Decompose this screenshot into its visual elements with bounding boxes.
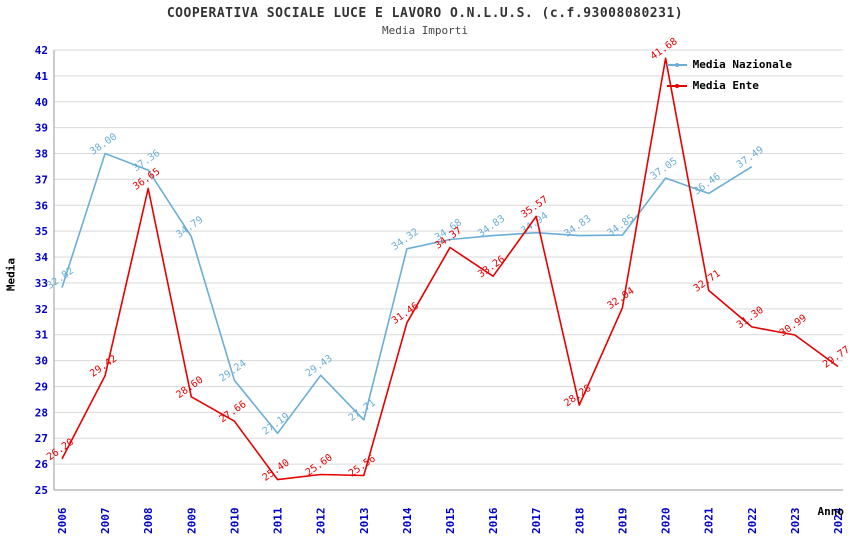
legend-swatch-nazionale xyxy=(666,62,687,67)
x-tick-label: 2013 xyxy=(358,508,371,535)
data-label: 32.71 xyxy=(692,268,723,294)
x-tick-label: 2015 xyxy=(444,508,457,535)
data-label: 32.04 xyxy=(606,286,637,312)
y-tick-label: 27 xyxy=(35,432,48,445)
legend-label-ente: Media Ente xyxy=(692,79,759,92)
y-tick-label: 35 xyxy=(35,225,48,238)
x-tick-label: 2020 xyxy=(660,508,673,535)
x-tick-label: 2012 xyxy=(315,508,328,535)
y-tick-label: 42 xyxy=(35,44,48,57)
x-tick-label: 2007 xyxy=(99,508,112,535)
x-tick-label: 2018 xyxy=(573,508,586,535)
data-label: 29.43 xyxy=(304,353,335,379)
legend-item-nazionale: Media Nazionale xyxy=(666,58,792,71)
legend-label-nazionale: Media Nazionale xyxy=(692,58,792,71)
x-tick-label: 2019 xyxy=(616,508,629,535)
data-label: 29.42 xyxy=(88,353,119,379)
x-tick-label: 2014 xyxy=(401,507,414,534)
chart-title: COOPERATIVA SOCIALE LUCE E LAVORO O.N.L.… xyxy=(166,6,684,21)
y-tick-label: 28 xyxy=(35,406,48,419)
data-label: 31.46 xyxy=(390,301,421,327)
chart-subtitle: Media Importi xyxy=(381,24,469,37)
legend-swatch-ente xyxy=(666,83,687,88)
data-label: 26.20 xyxy=(45,437,76,463)
x-tick-label: 2023 xyxy=(789,508,802,535)
y-tick-label: 36 xyxy=(35,199,49,212)
y-tick-label: 38 xyxy=(35,148,48,161)
x-tick-label: 2021 xyxy=(703,507,716,534)
x-tick-label: 2008 xyxy=(142,508,155,535)
y-tick-label: 31 xyxy=(35,329,49,342)
x-tick-label: 2017 xyxy=(530,508,543,535)
data-label: 37.05 xyxy=(649,156,680,182)
y-tick-label: 34 xyxy=(35,251,49,264)
data-label: 33.26 xyxy=(476,254,507,280)
data-label: 27.19 xyxy=(261,411,292,437)
data-label: 29.77 xyxy=(821,344,850,370)
data-label: 34.32 xyxy=(390,227,421,253)
y-tick-label: 41 xyxy=(35,70,49,83)
data-label: 28.60 xyxy=(174,375,205,401)
data-label: 27.71 xyxy=(347,398,378,424)
x-tick-label: 2009 xyxy=(185,508,198,535)
x-tick-label: 2016 xyxy=(487,507,500,534)
y-tick-label: 37 xyxy=(35,173,48,186)
series-line-0 xyxy=(61,152,753,435)
y-tick-label: 32 xyxy=(35,303,48,316)
data-label: 29.24 xyxy=(218,358,249,384)
y-tick-label: 29 xyxy=(35,380,48,393)
y-tick-label: 40 xyxy=(35,96,48,109)
series-line-1 xyxy=(61,57,839,481)
x-tick-label: 2011 xyxy=(272,507,285,534)
x-tick-label: 2010 xyxy=(228,508,241,535)
y-tick-label: 26 xyxy=(35,458,49,471)
x-tick-label: 2024 xyxy=(832,507,845,534)
legend: Media Nazionale Media Ente xyxy=(666,58,792,92)
data-label: 25.40 xyxy=(261,457,292,483)
y-tick-label: 25 xyxy=(35,484,48,497)
x-tick-label: 2006 xyxy=(56,507,69,534)
y-axis-title: Media xyxy=(4,257,18,292)
y-tick-label: 30 xyxy=(35,355,48,368)
legend-item-ente: Media Ente xyxy=(666,79,792,92)
y-tick-label: 33 xyxy=(35,277,48,290)
x-tick-label: 2022 xyxy=(746,508,759,535)
data-label: 32.82 xyxy=(45,265,76,291)
y-tick-label: 39 xyxy=(35,122,48,135)
x-axis-title: Anno xyxy=(817,505,845,518)
